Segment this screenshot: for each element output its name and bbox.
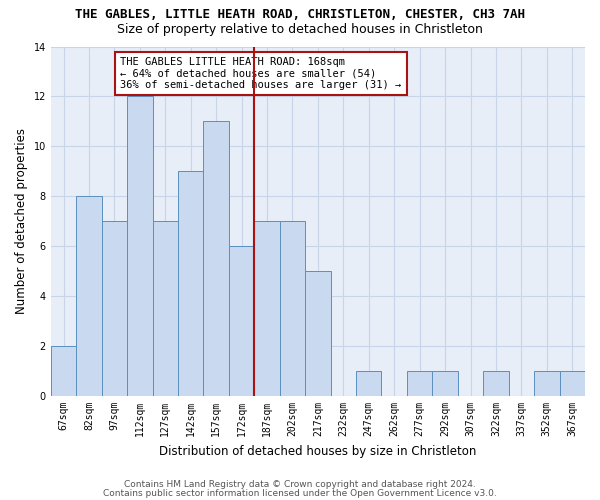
Bar [305,271,331,396]
X-axis label: Distribution of detached houses by size in Christleton: Distribution of detached houses by size … [159,444,476,458]
Bar [433,371,458,396]
Text: Size of property relative to detached houses in Christleton: Size of property relative to detached ho… [117,22,483,36]
Bar [560,371,585,396]
Bar [229,246,254,396]
Bar [280,222,305,396]
Bar [178,172,203,396]
Text: THE GABLES, LITTLE HEATH ROAD, CHRISTLETON, CHESTER, CH3 7AH: THE GABLES, LITTLE HEATH ROAD, CHRISTLET… [75,8,525,20]
Y-axis label: Number of detached properties: Number of detached properties [15,128,28,314]
Bar [101,222,127,396]
Bar [76,196,101,396]
Bar [152,222,178,396]
Bar [203,122,229,396]
Bar [51,346,76,396]
Text: THE GABLES LITTLE HEATH ROAD: 168sqm
← 64% of detached houses are smaller (54)
3: THE GABLES LITTLE HEATH ROAD: 168sqm ← 6… [120,57,401,90]
Bar [483,371,509,396]
Bar [356,371,382,396]
Bar [127,96,152,396]
Text: Contains HM Land Registry data © Crown copyright and database right 2024.: Contains HM Land Registry data © Crown c… [124,480,476,489]
Bar [407,371,433,396]
Text: Contains public sector information licensed under the Open Government Licence v3: Contains public sector information licen… [103,488,497,498]
Bar [254,222,280,396]
Bar [534,371,560,396]
